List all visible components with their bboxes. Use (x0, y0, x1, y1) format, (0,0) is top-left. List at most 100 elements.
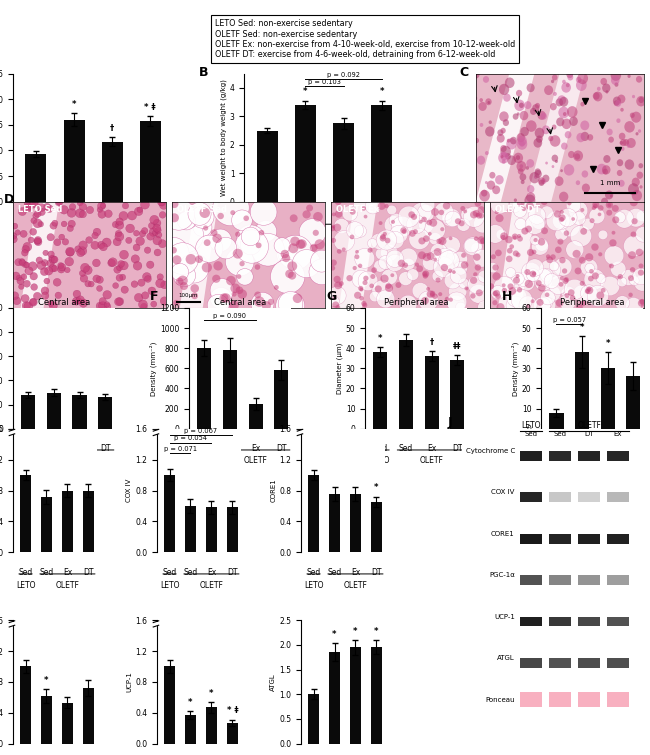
Circle shape (612, 205, 619, 212)
Circle shape (539, 180, 545, 186)
Text: DT: DT (452, 445, 462, 454)
Circle shape (629, 276, 639, 285)
Circle shape (213, 190, 249, 226)
Circle shape (77, 200, 83, 206)
Circle shape (166, 242, 199, 275)
Circle shape (534, 138, 542, 148)
Circle shape (545, 292, 549, 297)
Circle shape (230, 283, 240, 293)
Circle shape (560, 169, 563, 172)
Circle shape (500, 235, 506, 240)
Circle shape (566, 83, 569, 88)
Circle shape (430, 251, 441, 261)
Circle shape (112, 221, 119, 228)
Text: *: * (209, 689, 214, 698)
Circle shape (157, 199, 164, 206)
Circle shape (58, 263, 66, 271)
Circle shape (554, 177, 564, 186)
Circle shape (350, 209, 356, 214)
Circle shape (92, 233, 98, 239)
Circle shape (421, 297, 429, 304)
Text: Ex: Ex (614, 430, 622, 436)
Circle shape (21, 274, 27, 280)
Circle shape (155, 227, 161, 233)
Circle shape (62, 239, 69, 245)
Circle shape (47, 260, 55, 267)
Circle shape (526, 304, 530, 308)
Text: Sed: Sed (162, 569, 177, 578)
Circle shape (139, 230, 146, 237)
Circle shape (157, 237, 189, 270)
Circle shape (537, 299, 543, 306)
Circle shape (539, 260, 560, 281)
Circle shape (421, 198, 435, 211)
Text: OLETF DT: OLETF DT (495, 205, 540, 214)
Circle shape (588, 276, 593, 282)
Circle shape (29, 298, 37, 307)
Circle shape (274, 285, 279, 290)
Circle shape (467, 275, 486, 294)
Circle shape (597, 213, 601, 216)
Circle shape (359, 296, 364, 300)
Circle shape (13, 297, 21, 305)
Circle shape (464, 286, 469, 291)
Circle shape (93, 228, 101, 236)
Bar (578, 658, 600, 668)
Circle shape (212, 275, 220, 283)
Circle shape (127, 211, 136, 220)
Circle shape (540, 297, 556, 313)
Circle shape (481, 190, 488, 196)
Circle shape (640, 299, 645, 305)
Circle shape (154, 249, 161, 256)
Circle shape (636, 132, 638, 135)
Circle shape (624, 121, 635, 133)
Circle shape (115, 232, 124, 241)
Bar (424, 356, 439, 429)
Circle shape (518, 274, 535, 291)
Circle shape (625, 159, 634, 170)
Circle shape (96, 285, 103, 291)
Circle shape (31, 284, 38, 291)
Circle shape (390, 225, 408, 243)
Circle shape (252, 233, 285, 266)
Circle shape (580, 285, 597, 302)
Text: LETO: LETO (304, 581, 323, 590)
Bar (520, 534, 542, 544)
Circle shape (570, 295, 575, 300)
Circle shape (23, 280, 31, 287)
Circle shape (585, 263, 595, 273)
Circle shape (155, 232, 162, 238)
Y-axis label: Wet weight to body weight (g/kg): Wet weight to body weight (g/kg) (220, 79, 227, 196)
Bar (274, 371, 288, 429)
Circle shape (131, 281, 138, 288)
Circle shape (153, 219, 161, 227)
Circle shape (354, 254, 359, 259)
Circle shape (203, 226, 208, 230)
Text: Ex: Ex (351, 569, 360, 578)
Circle shape (361, 301, 367, 306)
Circle shape (456, 302, 465, 312)
Circle shape (538, 239, 545, 245)
Bar (607, 451, 629, 461)
Circle shape (93, 275, 101, 282)
Circle shape (152, 230, 158, 236)
Circle shape (109, 257, 117, 267)
Circle shape (56, 199, 63, 205)
Circle shape (61, 221, 67, 226)
Circle shape (530, 108, 537, 115)
Circle shape (442, 208, 460, 227)
Circle shape (621, 270, 636, 285)
Circle shape (36, 257, 43, 263)
Circle shape (239, 261, 244, 267)
Circle shape (638, 270, 644, 276)
Circle shape (616, 119, 621, 123)
Circle shape (536, 280, 541, 286)
Circle shape (191, 205, 214, 228)
Circle shape (195, 255, 203, 263)
Circle shape (250, 199, 277, 225)
Circle shape (229, 300, 239, 310)
Circle shape (114, 267, 121, 273)
Circle shape (370, 274, 375, 279)
Bar (607, 492, 629, 502)
Circle shape (70, 204, 76, 210)
